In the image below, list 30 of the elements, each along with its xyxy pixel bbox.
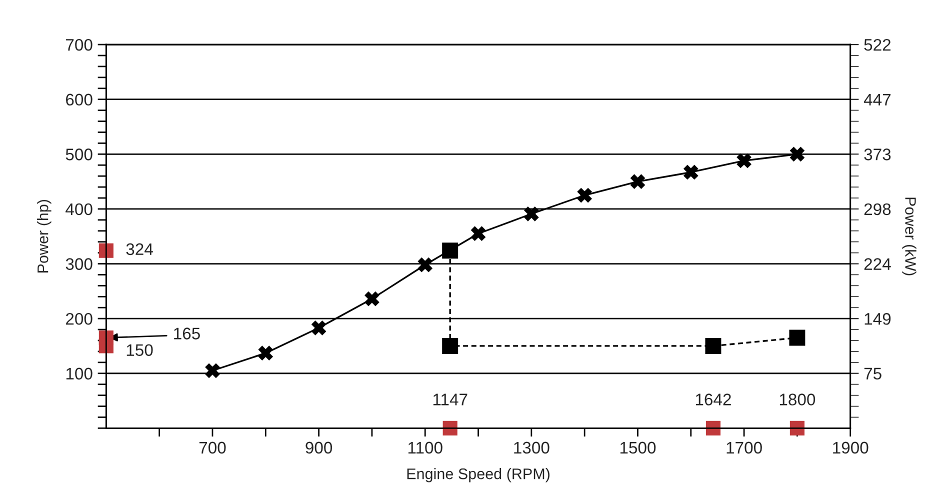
data-label: 324 bbox=[126, 243, 153, 256]
annotation: 1147 bbox=[433, 394, 468, 406]
y-tick-label: 700 bbox=[66, 38, 92, 51]
annotation: 1642 bbox=[696, 394, 731, 406]
y-tick-label: 100 bbox=[66, 368, 92, 380]
x-tick-label: 1100 bbox=[408, 442, 442, 454]
y2-tick-label: 149 bbox=[864, 313, 891, 325]
data-label: 150 bbox=[126, 344, 153, 356]
y-tick-label: 200 bbox=[66, 312, 92, 325]
x-tick-label: 900 bbox=[306, 442, 332, 454]
x-tick-label: 700 bbox=[199, 442, 226, 454]
data-label: 165 bbox=[174, 328, 200, 340]
x-tick-label: 1700 bbox=[726, 442, 762, 454]
x-tick-label: 1500 bbox=[620, 442, 656, 454]
y-tick-label: 400 bbox=[66, 203, 92, 216]
y2-tick-label: 224 bbox=[864, 258, 891, 270]
y2-axis-title: Power (kW) bbox=[902, 198, 916, 276]
y2-tick-label: 373 bbox=[864, 148, 891, 160]
annotation: 1800 bbox=[780, 394, 816, 406]
y2-tick-label: 522 bbox=[864, 38, 891, 51]
x-axis-title: Engine Speed (RPM) bbox=[407, 468, 550, 482]
y-tick-label: 600 bbox=[66, 94, 92, 106]
y-tick-label: 500 bbox=[66, 148, 92, 160]
y-tick-label: 300 bbox=[66, 258, 92, 270]
y2-tick-label: 447 bbox=[864, 94, 891, 106]
x-tick-label: 1900 bbox=[833, 442, 868, 454]
y-axis-title: Power (hp) bbox=[37, 200, 52, 272]
x-tick-label: 1300 bbox=[514, 442, 550, 454]
y2-tick-label: 298 bbox=[864, 203, 891, 216]
y2-tick-label: 75 bbox=[864, 368, 882, 380]
